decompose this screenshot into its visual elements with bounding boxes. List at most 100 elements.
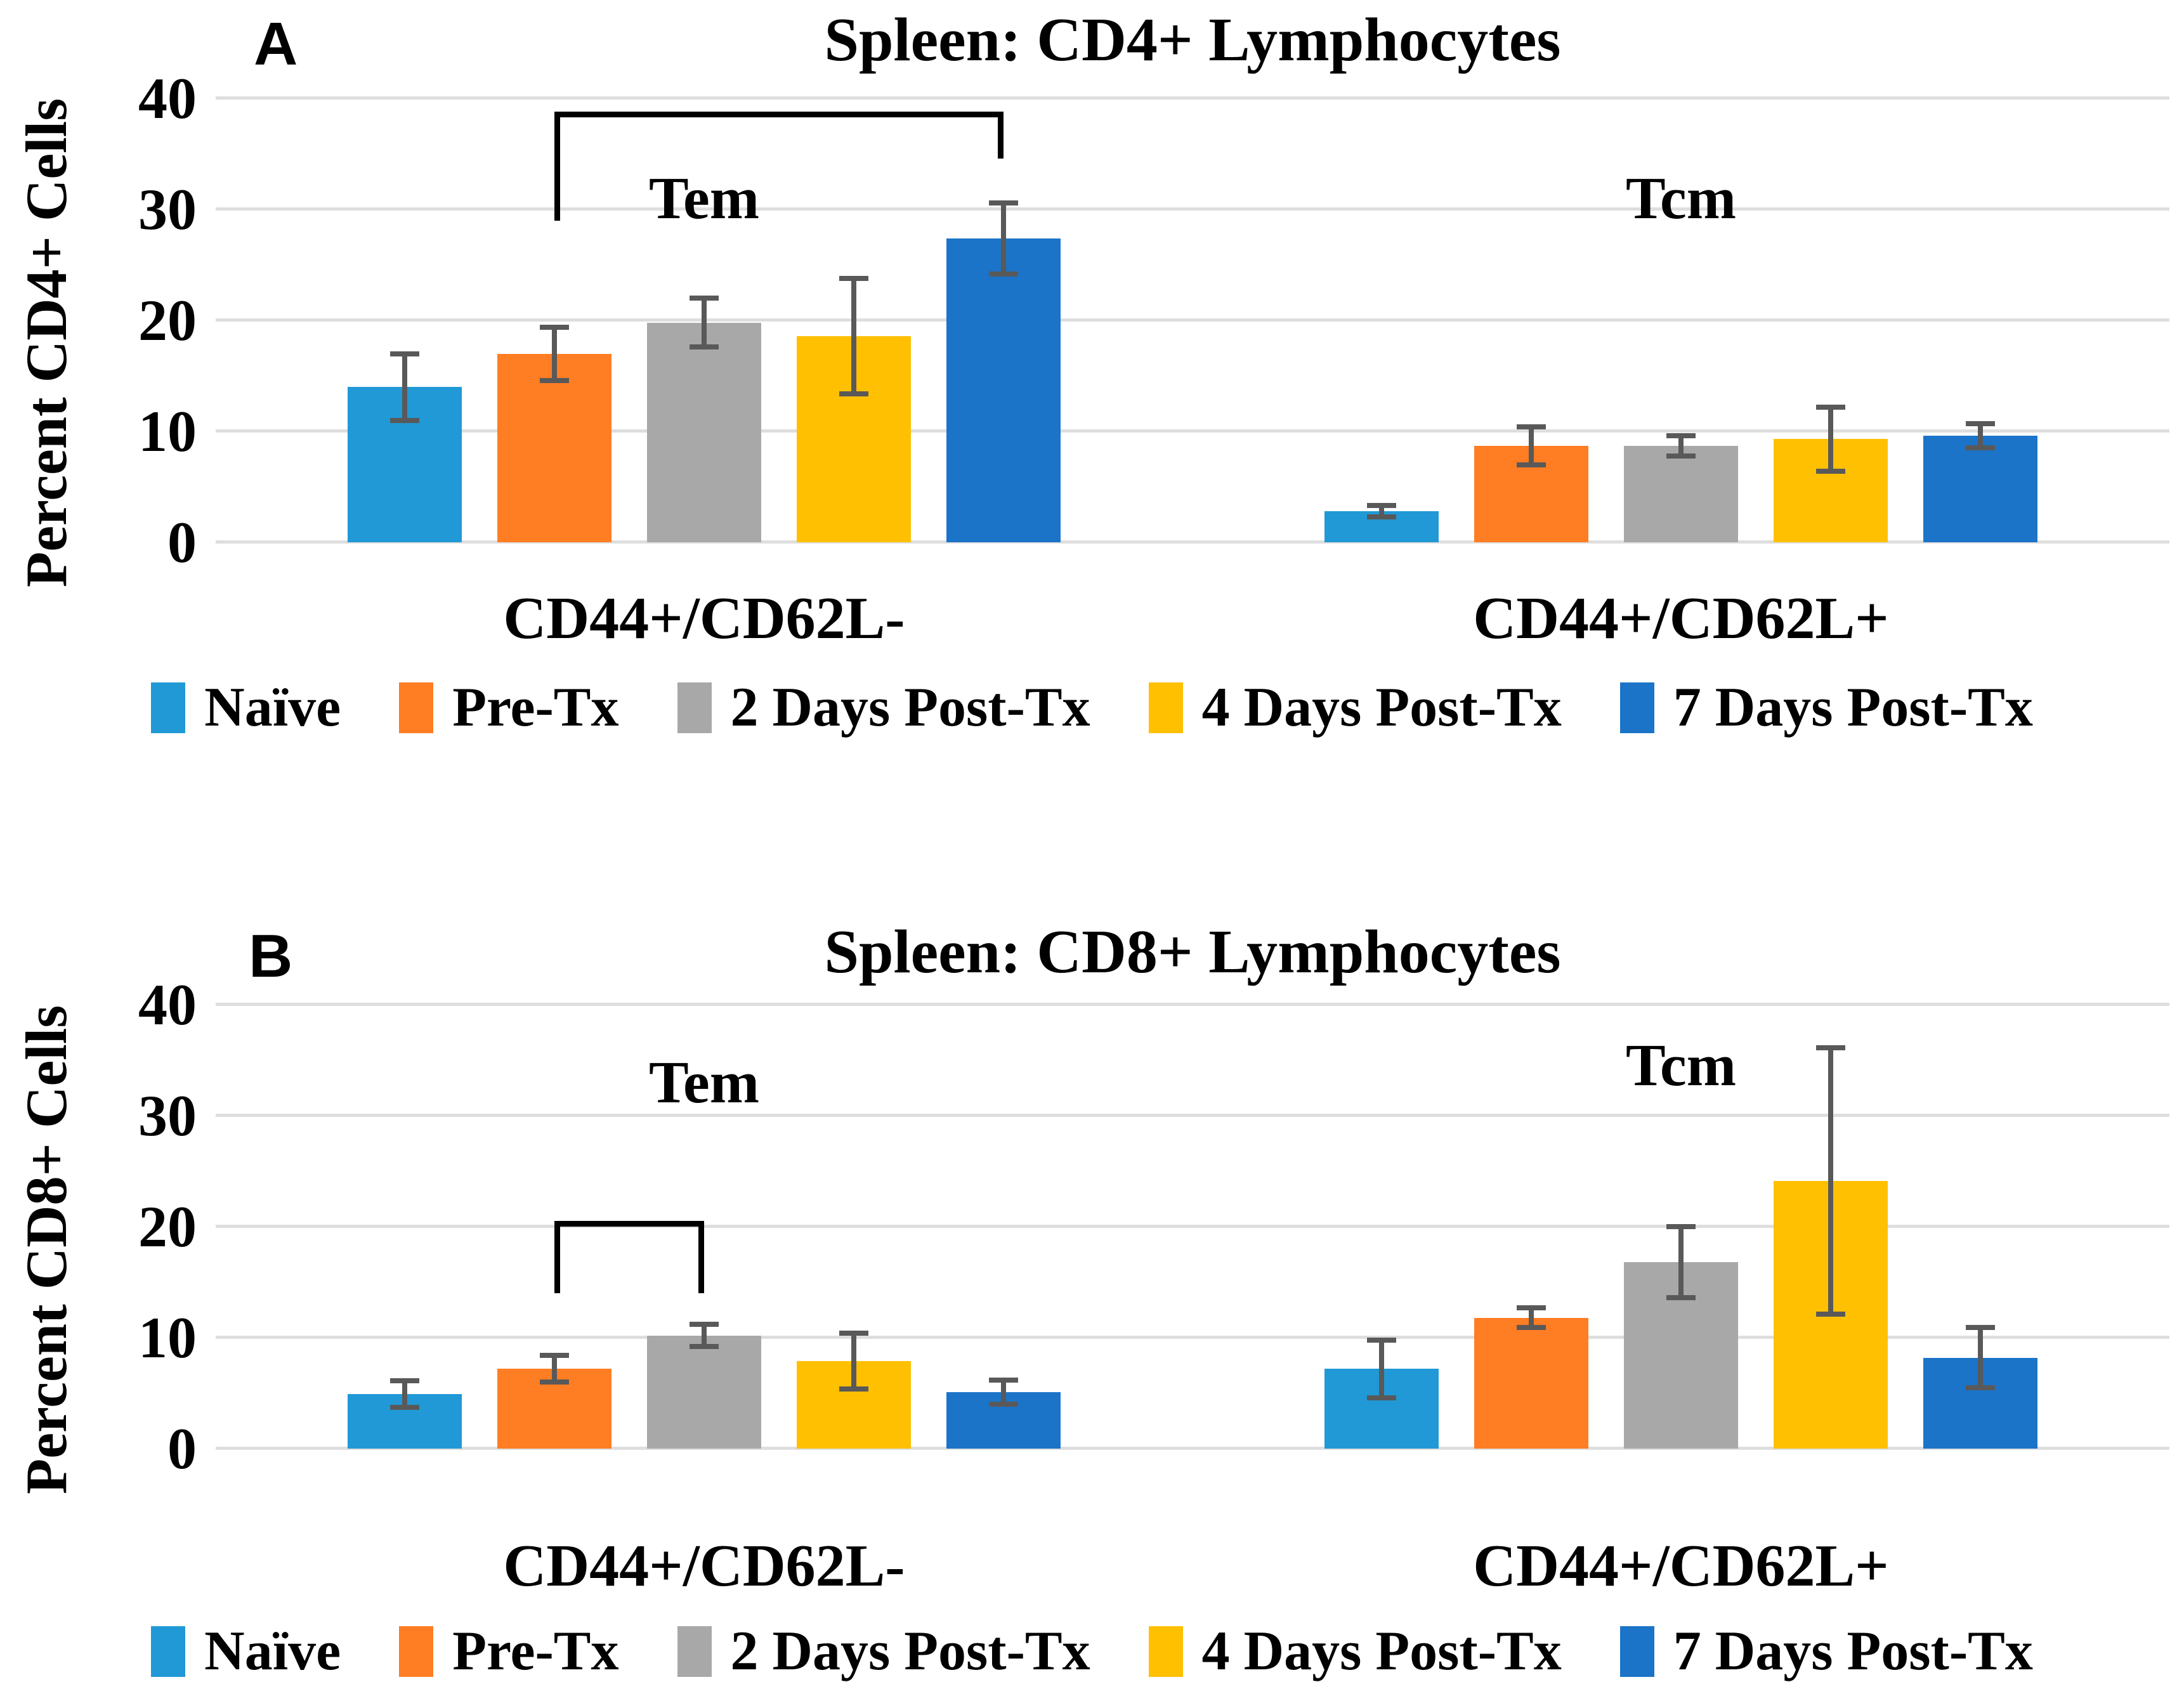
legend-swatch [677,682,712,733]
error-bar-bottom-cap [1517,1325,1546,1331]
legend-label: 2 Days Post-Tx [730,677,1090,738]
legend-swatch [399,1626,434,1677]
error-bar-top-cap [690,1322,719,1327]
error-bar-bottom-cap [390,417,419,423]
y-tick-label: 40 [138,66,197,131]
error-bar [851,278,856,394]
error-bar-top-cap [540,324,569,330]
error-bar-bottom-cap [989,1402,1018,1407]
legend-label: Pre-Tx [452,1620,619,1682]
legend-item-na-ve: Naïve [151,680,341,736]
error-bar-bottom-cap [989,271,1018,277]
legend-swatch [1148,682,1183,733]
legend-swatch [1148,1626,1183,1677]
error-bar-bottom-cap [690,1344,719,1349]
panel-a-plot-area: Tem Tcm [216,96,2169,544]
bar-pre-tx [1474,1317,1588,1449]
legend-swatch [399,682,434,733]
error-bar [1978,423,1983,448]
error-bar-top-cap [839,1331,868,1336]
error-bar-bottom-cap [1666,1295,1696,1300]
error-bar-bottom-cap [1367,514,1396,519]
y-tick-label: 10 [138,1305,197,1370]
category-label-tem-group: CD44+/CD62L- [503,1533,905,1599]
legend-item-7-days-post-tx: 7 Days Post-Tx [1619,1624,2033,1679]
error-bar-top-cap [1816,1045,1845,1051]
legend-label: 7 Days Post-Tx [1673,677,2033,738]
y-tick-label: 40 [138,972,197,1037]
error-bar-top-cap [1666,433,1696,438]
gridline-20 [216,1225,2169,1228]
error-bar-top-cap [1816,404,1845,410]
panel-b-y-axis-title: Percent CD8+ Cells [14,1005,79,1494]
bracket-right-leg [698,1221,704,1293]
error-bar-top-cap [1367,1337,1396,1343]
legend-item-7-days-post-tx: 7 Days Post-Tx [1619,677,2033,738]
error-bar [1828,1048,1833,1315]
legend-swatch [1619,1626,1654,1677]
gridline-0 [216,1447,2169,1450]
error-bar-bottom-cap [540,1379,569,1385]
y-tick-label: 30 [138,177,197,242]
error-bar [1828,407,1833,471]
category-label-tcm-group: CD44+/CD62L+ [1473,1533,1889,1599]
error-bar-bottom-cap [1966,445,1995,451]
error-bar-top-cap [390,1378,419,1384]
panel-a: A Spleen: CD4+ Lymphocytes Percent CD4+ … [0,0,2184,837]
y-tick-label: 30 [138,1083,197,1148]
y-tick-label: 20 [138,288,197,353]
error-bar-top-cap [1517,1305,1546,1310]
error-bar-bottom-cap [1816,1312,1845,1317]
legend-label: Naïve [204,677,341,738]
bar-2-days-post-tx [647,1335,761,1449]
error-bar [1001,1379,1006,1404]
gridline-10 [216,429,2169,433]
error-bar [1529,427,1534,465]
gridline-30 [216,207,2169,211]
bar-7-days-post-tx [946,238,1061,542]
legend-item-4-days-post-tx: 4 Days Post-Tx [1148,1624,1562,1679]
error-bar-bottom-cap [1666,453,1696,459]
error-bar [402,353,407,420]
y-tick-label: 20 [138,1194,197,1259]
legend-item-4-days-post-tx: 4 Days Post-Tx [1148,677,1562,738]
error-bar-top-cap [1666,1224,1696,1229]
error-bar [702,1324,707,1346]
panel-a-y-axis-title: Percent CD4+ Cells [14,98,79,587]
error-bar-bottom-cap [1966,1385,1995,1390]
y-tick-label: 10 [138,399,197,464]
bracket-top [554,1221,704,1227]
panel-a-category-labels: CD44+/CD62L- CD44+/CD62L+ [216,589,2169,648]
error-bar-top-cap [989,200,1018,205]
error-bar [1678,1227,1684,1298]
legend-item-2-days-post-tx: 2 Days Post-Tx [677,1624,1090,1679]
error-bar [702,298,707,347]
panel-b-title: Spleen: CD8+ Lymphocytes [824,918,1561,986]
bracket-right-leg [998,112,1004,159]
tem-label: Tem [648,1049,760,1116]
y-tick-label: 0 [167,1416,197,1481]
error-bar-top-cap [1966,1325,1995,1331]
legend-label: 4 Days Post-Tx [1201,677,1562,738]
error-bar-top-cap [690,296,719,301]
legend-item-2-days-post-tx: 2 Days Post-Tx [677,680,1090,736]
gridline-30 [216,1114,2169,1117]
error-bar-top-cap [540,1353,569,1358]
error-bar-bottom-cap [1367,1395,1396,1400]
bracket-left-leg [554,112,560,221]
bar-2-days-post-tx [647,322,761,542]
tcm-label: Tcm [1625,1033,1737,1099]
error-bar [402,1381,407,1408]
panel-a-legend: Naïve Pre-Tx 2 Days Post-Tx 4 Days Post-Tx 7… [0,680,2184,736]
tcm-label: Tcm [1625,165,1737,231]
error-bar [851,1333,856,1389]
error-bar-bottom-cap [390,1405,419,1411]
error-bar-top-cap [1966,420,1995,426]
bracket-left-leg [554,1221,560,1293]
panel-a-y-ticks: 40 30 20 10 0 [82,69,197,571]
legend-label: 2 Days Post-Tx [730,1620,1090,1682]
legend-label: Naïve [204,1620,341,1682]
legend-item-na-ve: Naïve [151,1624,341,1679]
panel-b-legend: Naïve Pre-Tx 2 Days Post-Tx 4 Days Post-Tx 7… [0,1624,2184,1679]
gridline-40 [216,96,2169,100]
